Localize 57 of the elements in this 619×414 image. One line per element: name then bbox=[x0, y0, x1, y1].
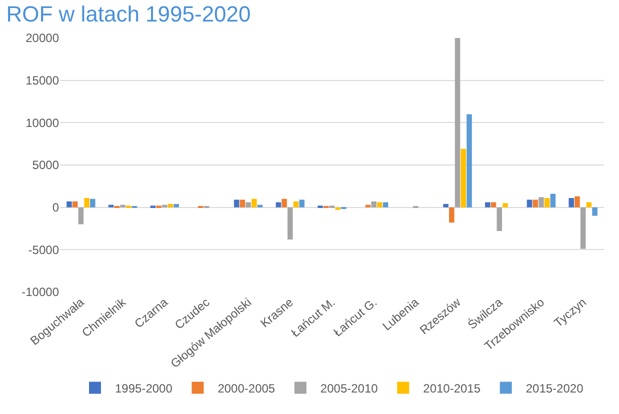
bar bbox=[252, 198, 257, 208]
y-tick-label: 10000 bbox=[26, 116, 60, 130]
bar bbox=[246, 202, 251, 208]
bar bbox=[365, 204, 371, 208]
bar bbox=[66, 201, 72, 208]
bar bbox=[496, 207, 502, 232]
y-tick-label: 15000 bbox=[26, 74, 60, 88]
bar bbox=[72, 201, 78, 208]
bar bbox=[454, 38, 460, 208]
y-tick-label: 0 bbox=[52, 200, 60, 215]
bar bbox=[78, 207, 84, 224]
legend-label: 2010-2015 bbox=[423, 381, 481, 396]
bar bbox=[449, 207, 454, 223]
bar bbox=[460, 148, 466, 208]
bar bbox=[335, 207, 340, 210]
bar bbox=[382, 202, 388, 208]
bar bbox=[299, 200, 305, 208]
bar bbox=[568, 198, 574, 208]
bar bbox=[550, 194, 556, 208]
bar bbox=[84, 198, 90, 208]
legend-label: 2015-2020 bbox=[526, 381, 584, 396]
chart-title: ROF w latach 1995-2020 bbox=[6, 2, 251, 27]
y-tick-label: 20000 bbox=[26, 31, 60, 46]
bar bbox=[592, 207, 598, 216]
bar bbox=[538, 197, 544, 208]
bar bbox=[240, 200, 246, 208]
bar bbox=[580, 207, 586, 249]
bar bbox=[485, 202, 490, 208]
bar bbox=[90, 198, 96, 208]
bar bbox=[257, 204, 263, 208]
legend-label: 1995-2000 bbox=[115, 381, 173, 396]
bar bbox=[490, 202, 496, 208]
bar bbox=[293, 201, 299, 208]
bar bbox=[288, 207, 293, 240]
legend-label: 2000-2005 bbox=[218, 381, 276, 396]
y-tick-label: -10000 bbox=[22, 285, 60, 300]
bar bbox=[502, 203, 508, 208]
bar bbox=[168, 204, 174, 208]
bar bbox=[234, 200, 240, 208]
bar bbox=[526, 200, 532, 208]
bar bbox=[162, 204, 168, 208]
bar bbox=[466, 114, 472, 208]
bar bbox=[174, 204, 179, 208]
bar bbox=[377, 202, 382, 208]
bar bbox=[120, 204, 126, 208]
bar bbox=[586, 202, 592, 208]
bar bbox=[276, 202, 282, 208]
y-tick-label: 5000 bbox=[32, 158, 60, 172]
bar bbox=[443, 204, 448, 208]
bar bbox=[371, 201, 376, 208]
bar bbox=[108, 204, 114, 208]
y-tick-label: -5000 bbox=[28, 242, 60, 257]
bar bbox=[282, 198, 287, 208]
bar bbox=[574, 196, 580, 208]
bar bbox=[544, 198, 550, 208]
legend-label: 2005-2010 bbox=[320, 381, 378, 396]
bar bbox=[532, 200, 538, 208]
